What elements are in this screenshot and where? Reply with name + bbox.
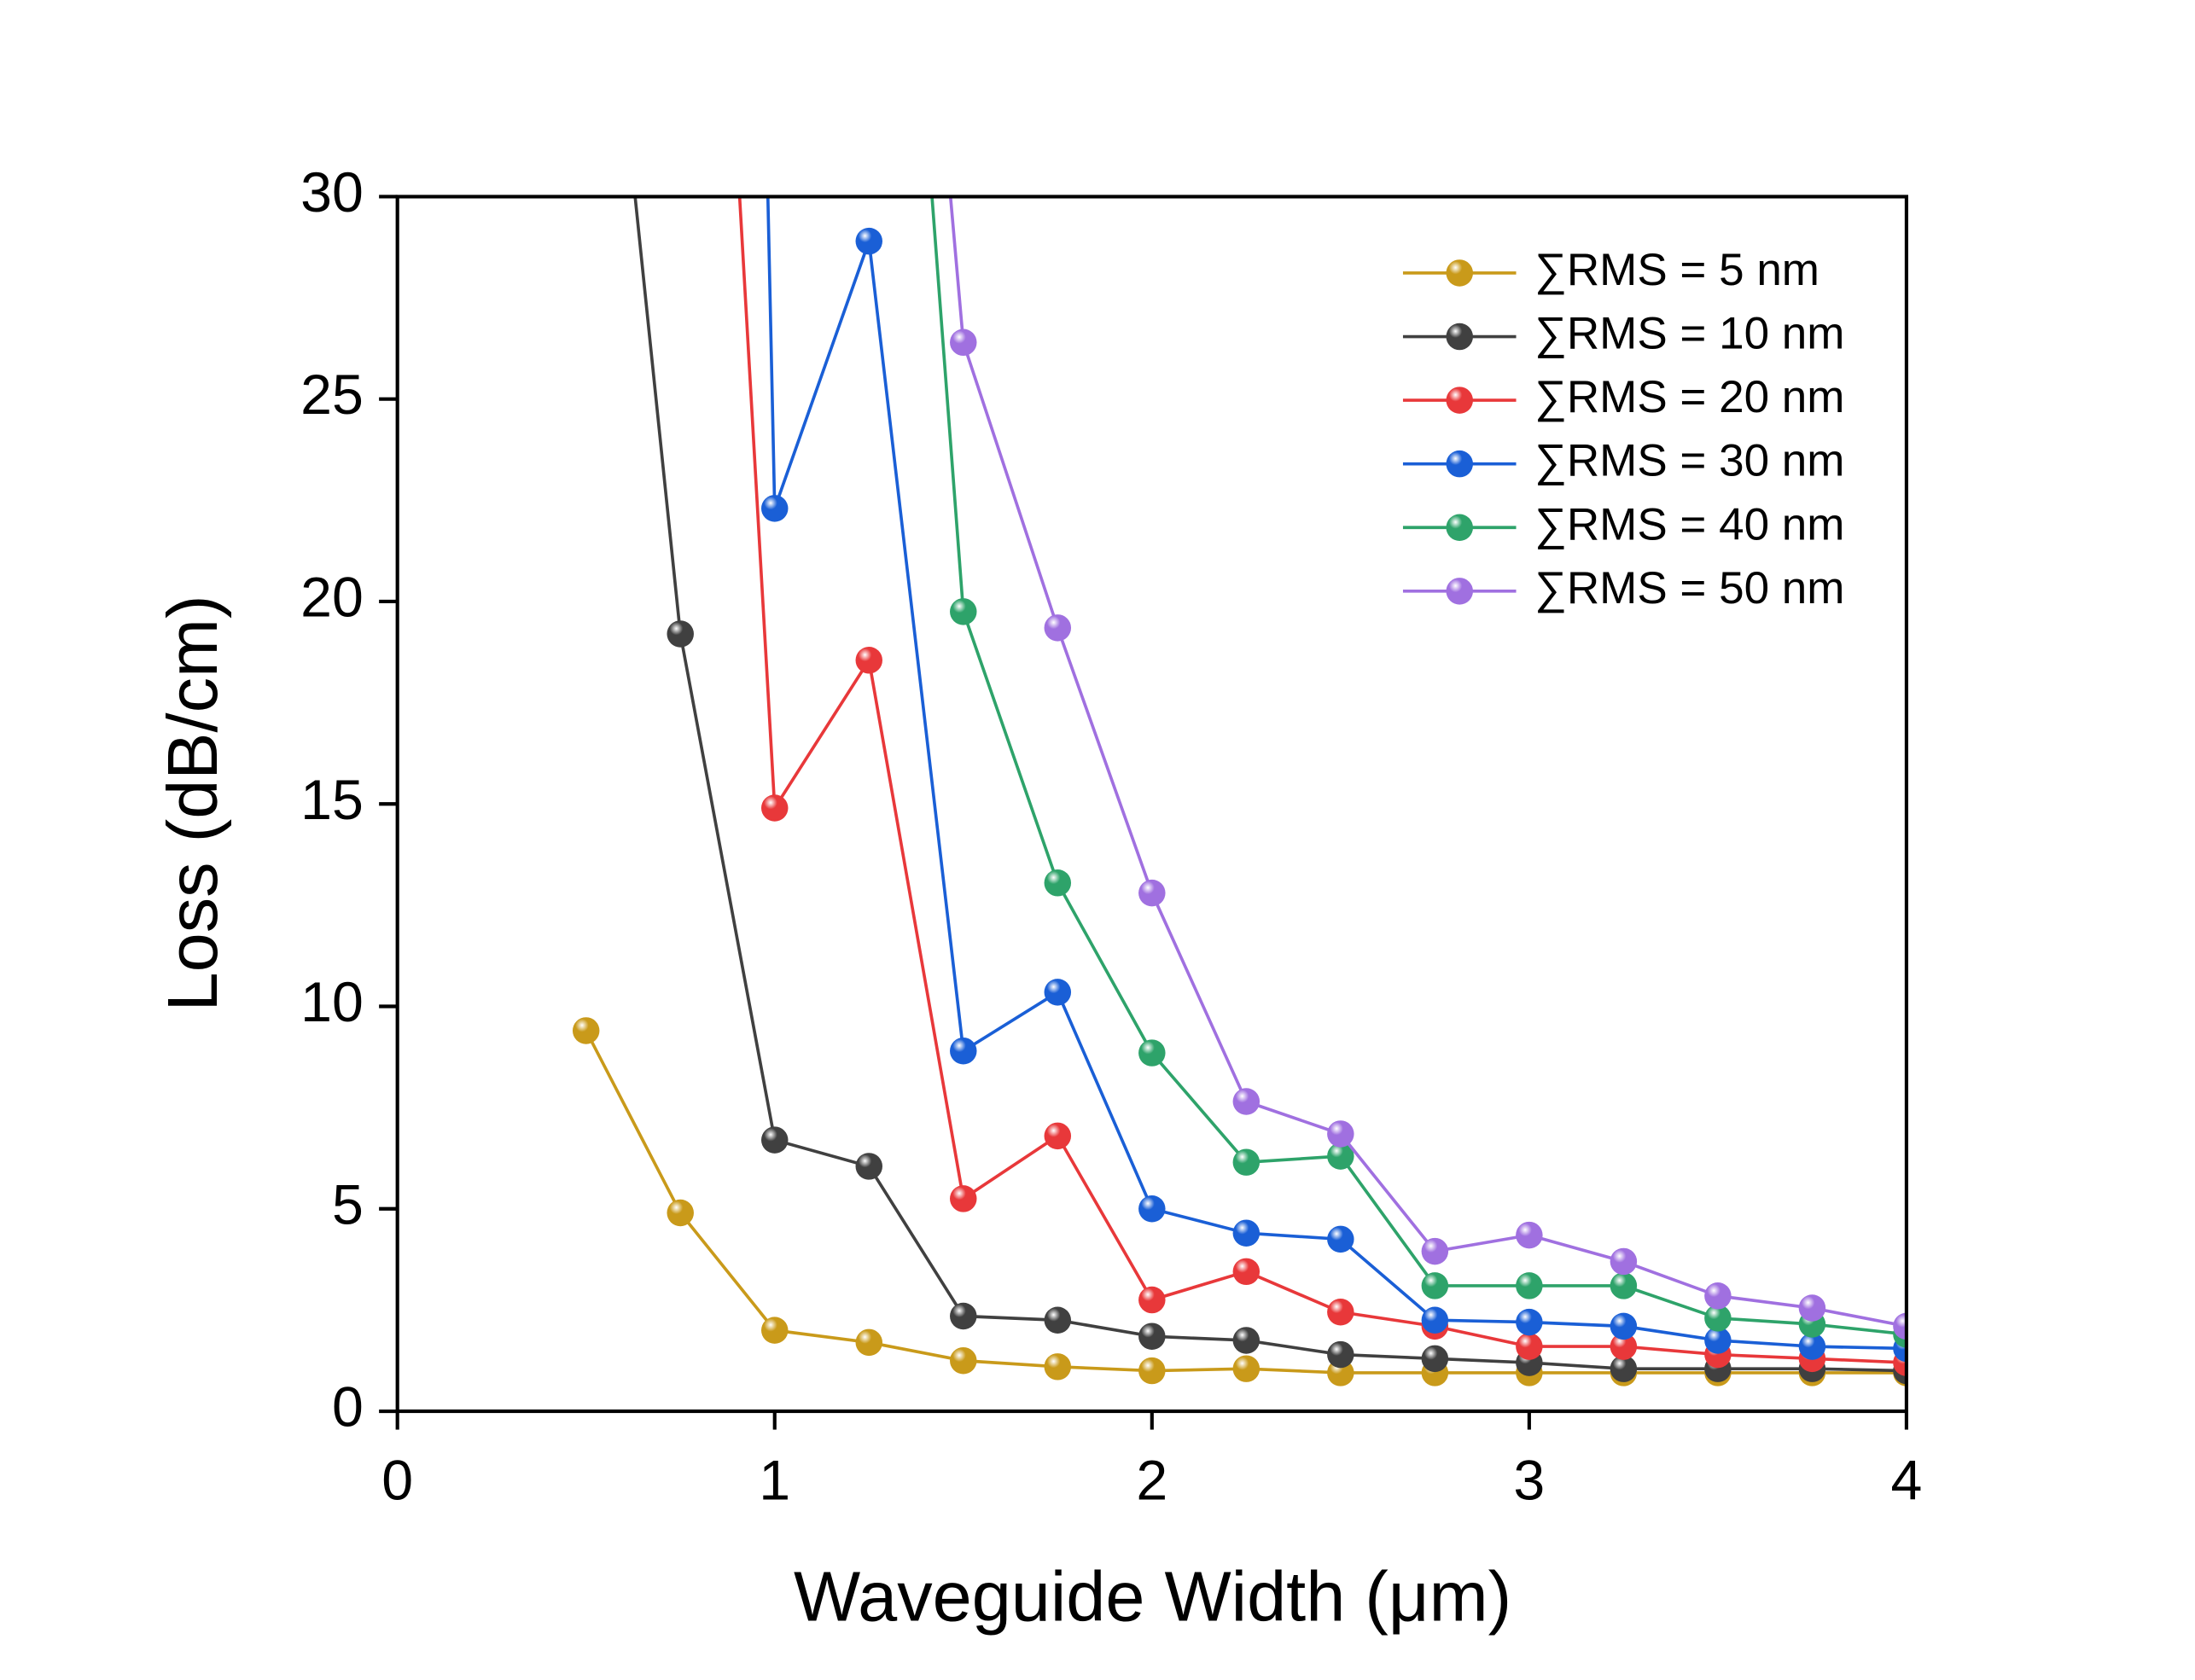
data-point xyxy=(855,227,882,255)
data-point xyxy=(950,1302,977,1330)
y-tick-label: 25 xyxy=(300,363,364,427)
data-point xyxy=(855,647,882,674)
data-point xyxy=(1610,1247,1638,1276)
data-point xyxy=(1327,1340,1354,1369)
data-point xyxy=(1232,1258,1261,1286)
data-point xyxy=(1421,1306,1449,1334)
data-point xyxy=(950,1185,977,1212)
legend-label: ∑RMS = 50 nm xyxy=(1534,563,1844,613)
data-point xyxy=(1138,1286,1166,1314)
data-point xyxy=(1044,1353,1072,1381)
data-point xyxy=(1232,1148,1261,1176)
data-point xyxy=(855,1153,882,1180)
data-point xyxy=(855,1328,882,1357)
data-point xyxy=(1704,1282,1732,1310)
y-tick-label: 0 xyxy=(332,1376,364,1439)
data-point xyxy=(950,328,977,357)
data-point xyxy=(1327,1299,1354,1326)
series-line xyxy=(766,196,1907,1351)
y-tick-label: 30 xyxy=(300,161,364,224)
data-point xyxy=(1044,614,1072,642)
legend-marker xyxy=(1446,450,1473,478)
data-point xyxy=(1704,1327,1732,1354)
data-point xyxy=(1044,869,1072,897)
data-point xyxy=(1044,1306,1072,1334)
x-tick-label: 4 xyxy=(1890,1450,1922,1513)
series-line xyxy=(930,196,1907,1336)
legend-marker xyxy=(1446,387,1473,414)
data-point xyxy=(1044,1122,1072,1150)
data-point xyxy=(1893,1312,1907,1340)
data-point xyxy=(1610,1355,1638,1382)
series-line xyxy=(737,196,1907,1364)
legend-marker xyxy=(1446,514,1473,541)
legend-marker xyxy=(1446,259,1473,287)
legend-label: ∑RMS = 40 nm xyxy=(1534,499,1844,549)
data-point xyxy=(1327,1142,1354,1170)
x-tick-label: 1 xyxy=(759,1450,790,1513)
legend-label: ∑RMS = 30 nm xyxy=(1534,436,1844,486)
data-point xyxy=(1232,1327,1261,1354)
x-tick-label: 2 xyxy=(1136,1450,1167,1513)
data-point xyxy=(1327,1120,1354,1148)
y-tick-label: 20 xyxy=(300,566,364,629)
data-point xyxy=(667,1199,694,1227)
data-point xyxy=(760,1126,789,1154)
series-line xyxy=(948,196,1907,1328)
data-point xyxy=(760,794,789,822)
data-point xyxy=(950,1037,977,1065)
data-point xyxy=(760,1317,789,1344)
data-point xyxy=(1704,1305,1732,1332)
data-point xyxy=(1138,1195,1166,1223)
data-point xyxy=(572,1017,600,1044)
data-point xyxy=(1138,879,1166,907)
data-point xyxy=(1516,1272,1543,1299)
data-point xyxy=(1798,1333,1826,1360)
data-point xyxy=(1421,1237,1449,1265)
y-tick-label: 10 xyxy=(300,971,364,1034)
y-tick-label: 15 xyxy=(300,769,364,832)
data-point xyxy=(1421,1345,1449,1373)
data-point xyxy=(1610,1272,1638,1299)
data-point xyxy=(1138,1322,1166,1350)
data-point xyxy=(1421,1272,1449,1299)
legend-marker xyxy=(1446,578,1473,605)
x-tick-label: 0 xyxy=(381,1450,413,1513)
legend-label: ∑RMS = 20 nm xyxy=(1534,372,1844,422)
legend-marker xyxy=(1446,323,1473,351)
x-tick-label: 3 xyxy=(1513,1450,1545,1513)
data-point xyxy=(1516,1333,1543,1360)
data-point xyxy=(1138,1357,1166,1385)
data-point xyxy=(1610,1312,1638,1340)
data-point xyxy=(1798,1294,1826,1322)
data-point xyxy=(1327,1225,1354,1253)
data-point xyxy=(1138,1039,1166,1067)
data-point xyxy=(1232,1219,1261,1247)
legend-label: ∑RMS = 10 nm xyxy=(1534,309,1844,359)
data-point xyxy=(950,598,977,625)
legend-label: ∑RMS = 5 nm xyxy=(1534,245,1819,295)
y-tick-label: 5 xyxy=(332,1173,364,1236)
x-axis-title: Waveguide Width (μm) xyxy=(794,1557,1511,1636)
data-point xyxy=(667,620,694,648)
data-point xyxy=(760,495,789,522)
data-point xyxy=(1610,1333,1638,1360)
plot-area xyxy=(572,196,1907,1386)
data-point xyxy=(1044,979,1072,1006)
data-point xyxy=(1516,1308,1543,1336)
data-point xyxy=(1232,1088,1261,1115)
data-point xyxy=(1232,1355,1261,1382)
y-axis-title: Loss (dB/cm) xyxy=(153,595,232,1011)
data-point xyxy=(950,1346,977,1375)
data-point xyxy=(1516,1221,1543,1249)
